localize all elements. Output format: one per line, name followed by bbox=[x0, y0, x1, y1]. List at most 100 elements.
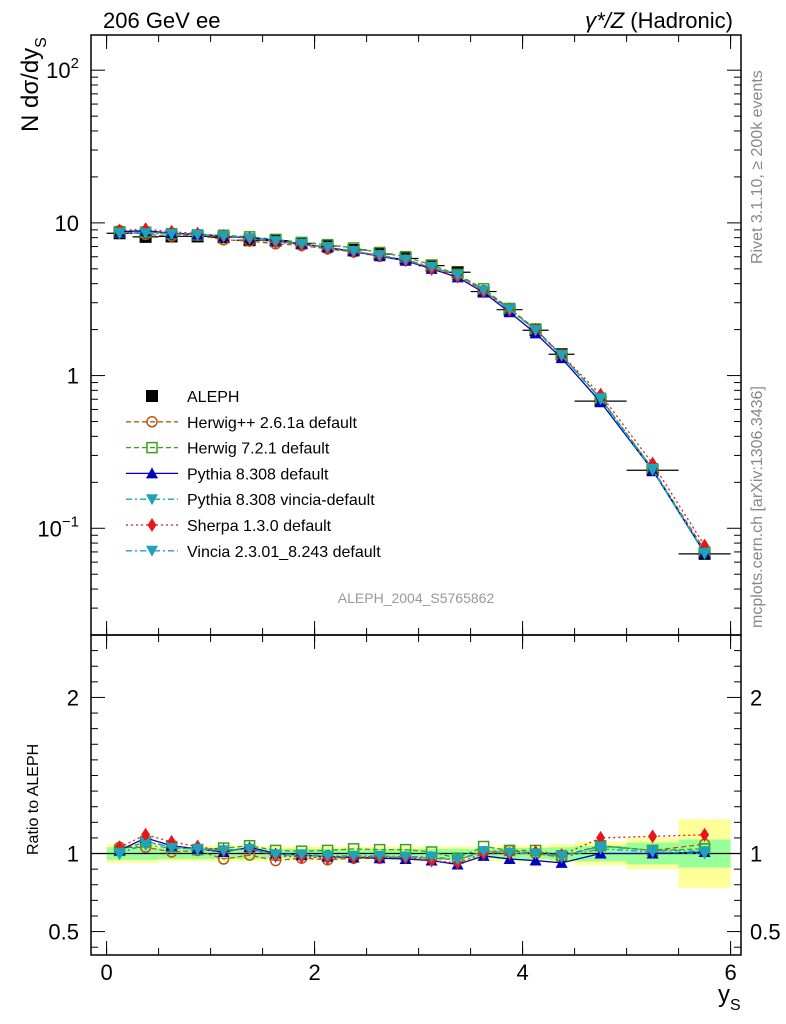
main-y-tick-label-exp: 2 bbox=[71, 55, 79, 72]
ratio-marker-vincia bbox=[113, 847, 126, 859]
legend-item-sherpa: Sherpa 1.3.0 default bbox=[126, 518, 332, 535]
x-tick-label: 0 bbox=[100, 960, 112, 985]
legend-label-pythia: Pythia 8.308 default bbox=[187, 466, 329, 483]
legend-item-vincia: Vincia 2.3.01_8.243 default bbox=[126, 544, 381, 561]
ratio-marker-vincia bbox=[698, 846, 711, 858]
marker-vincia bbox=[113, 227, 126, 239]
marker-vincia bbox=[165, 229, 178, 241]
ratio-marker-vincia bbox=[503, 847, 516, 859]
legend-item-pythia: Pythia 8.308 default bbox=[126, 466, 329, 483]
legend-item-pythia_vincia: Pythia 8.308 vincia-default bbox=[126, 492, 375, 509]
legend-label-pythia_vincia: Pythia 8.308 vincia-default bbox=[187, 492, 375, 509]
legend-marker-pythia bbox=[146, 467, 158, 479]
ratio-marker-vincia bbox=[425, 851, 438, 863]
main-y-axis-title-main: N dσ/dy bbox=[17, 48, 44, 132]
main-y-tick-label: 10−1 bbox=[37, 513, 79, 541]
legend-marker-herwigpp bbox=[146, 416, 158, 428]
marker-vincia bbox=[399, 254, 412, 266]
main-y-tick-label-base: 10 bbox=[55, 211, 79, 236]
ratio-marker-vincia bbox=[399, 851, 412, 863]
ratio-y-tick-label-right: 1 bbox=[750, 842, 762, 867]
marker-vincia bbox=[347, 245, 360, 257]
main-y-tick-label-exp: −1 bbox=[62, 513, 79, 530]
x-tick-label: 2 bbox=[308, 960, 320, 985]
x-tick-label: 4 bbox=[516, 960, 528, 985]
marker-vincia bbox=[594, 393, 607, 405]
ratio-y-tick-label-right: 2 bbox=[750, 685, 762, 710]
ratio-marker-vincia bbox=[217, 845, 230, 857]
ratio-marker-vincia bbox=[269, 849, 282, 861]
main-y-tick-label: 10 bbox=[55, 211, 79, 236]
series-vincia bbox=[113, 227, 711, 559]
marker-vincia bbox=[269, 236, 282, 248]
ratio-marker-vincia bbox=[373, 850, 386, 862]
header-right-process: γ*/Z bbox=[585, 8, 626, 33]
main-y-tick-label: 102 bbox=[46, 55, 79, 83]
ratio-marker-sherpa bbox=[700, 827, 710, 842]
marker-vincia bbox=[295, 238, 308, 250]
marker-vincia bbox=[425, 261, 438, 273]
legend-marker-herwig7 bbox=[146, 441, 158, 454]
main-y-axis-title-sub: S bbox=[33, 37, 50, 48]
ratio-marker-vincia bbox=[529, 848, 542, 860]
ratio-marker-vincia bbox=[139, 839, 152, 851]
ratio-series-vincia bbox=[113, 839, 711, 866]
ratio-panel: 0.5 0.5 1 1 2 2 0 2 4 6 bbox=[48, 634, 781, 985]
legend-label-herwigpp: Herwig++ 2.6.1a default bbox=[187, 415, 357, 432]
legend-marker-vincia bbox=[146, 545, 158, 557]
marker-vincia bbox=[373, 250, 386, 262]
marker-vincia bbox=[555, 350, 568, 362]
ratio-marker-vincia bbox=[347, 850, 360, 862]
header-right-channel: (Hadronic) bbox=[624, 8, 733, 33]
ratio-y-tick-label-right: 0.5 bbox=[750, 920, 781, 945]
legend-marker-pythia_vincia bbox=[146, 494, 158, 506]
marker-vincia bbox=[503, 304, 516, 316]
legend-label-sherpa: Sherpa 1.3.0 default bbox=[187, 518, 332, 535]
marker-vincia bbox=[477, 285, 490, 297]
legend-label-vincia: Vincia 2.3.01_8.243 default bbox=[187, 544, 381, 561]
main-y-tick-label-base: 10 bbox=[37, 516, 61, 541]
legend-marker-sherpa bbox=[147, 518, 157, 532]
ratio-plot-frame bbox=[90, 634, 742, 956]
ratio-marker-vincia bbox=[594, 841, 607, 853]
ratio-marker-vincia bbox=[321, 850, 334, 862]
marker-vincia bbox=[646, 463, 659, 475]
x-tick-label: 6 bbox=[724, 960, 736, 985]
ratio-marker-vincia bbox=[646, 845, 659, 857]
analysis-watermark: ALEPH_2004_S5765862 bbox=[338, 590, 495, 606]
main-y-axis-title: N dσ/dyS bbox=[17, 37, 50, 132]
ratio-marker-vincia bbox=[243, 843, 256, 855]
main-y-tick-label: 1 bbox=[67, 364, 79, 389]
legend-label-data: ALEPH bbox=[187, 389, 239, 406]
legend: ALEPH Herwig++ 2.6.1a default Herwig 7.2.1… bbox=[126, 389, 381, 561]
legend-label-herwig7: Herwig 7.2.1 default bbox=[187, 441, 330, 458]
header-left: 206 GeV ee bbox=[103, 8, 220, 33]
ratio-y-tick-label-left: 1 bbox=[67, 842, 79, 867]
legend-item-herwigpp: Herwig++ 2.6.1a default bbox=[126, 415, 357, 432]
x-axis-title: yS bbox=[718, 981, 741, 1014]
ratio-marker-vincia bbox=[165, 843, 178, 855]
ratio-marker-sherpa bbox=[648, 829, 658, 844]
rivet-version-label: Rivet 3.1.10, ≥ 200k events bbox=[749, 70, 766, 264]
legend-item-herwig7: Herwig 7.2.1 default bbox=[126, 441, 330, 458]
main-y-tick-label-base: 10 bbox=[46, 58, 70, 83]
ratio-y-tick-label-left: 2 bbox=[67, 685, 79, 710]
marker-vincia bbox=[321, 242, 334, 254]
main-y-tick-label-base: 1 bbox=[67, 364, 79, 389]
ratio-marker-pythia bbox=[529, 854, 542, 866]
marker-vincia bbox=[139, 228, 152, 240]
ratio-marker-vincia bbox=[191, 843, 204, 855]
header-right: γ*/Z (Hadronic) bbox=[585, 8, 733, 33]
legend-item-data: ALEPH bbox=[146, 389, 239, 406]
marker-vincia bbox=[698, 547, 711, 559]
marker-vincia bbox=[243, 233, 256, 245]
ratio-marker-sherpa bbox=[141, 827, 151, 842]
ratio-y-tick-label-left: 0.5 bbox=[48, 920, 79, 945]
ratio-marker-vincia bbox=[451, 854, 464, 866]
ratio-marker-sherpa bbox=[596, 830, 606, 845]
marker-vincia bbox=[529, 325, 542, 337]
marker-vincia bbox=[451, 270, 464, 282]
ratio-marker-vincia bbox=[477, 846, 490, 858]
ratio-marker-vincia bbox=[555, 850, 568, 862]
